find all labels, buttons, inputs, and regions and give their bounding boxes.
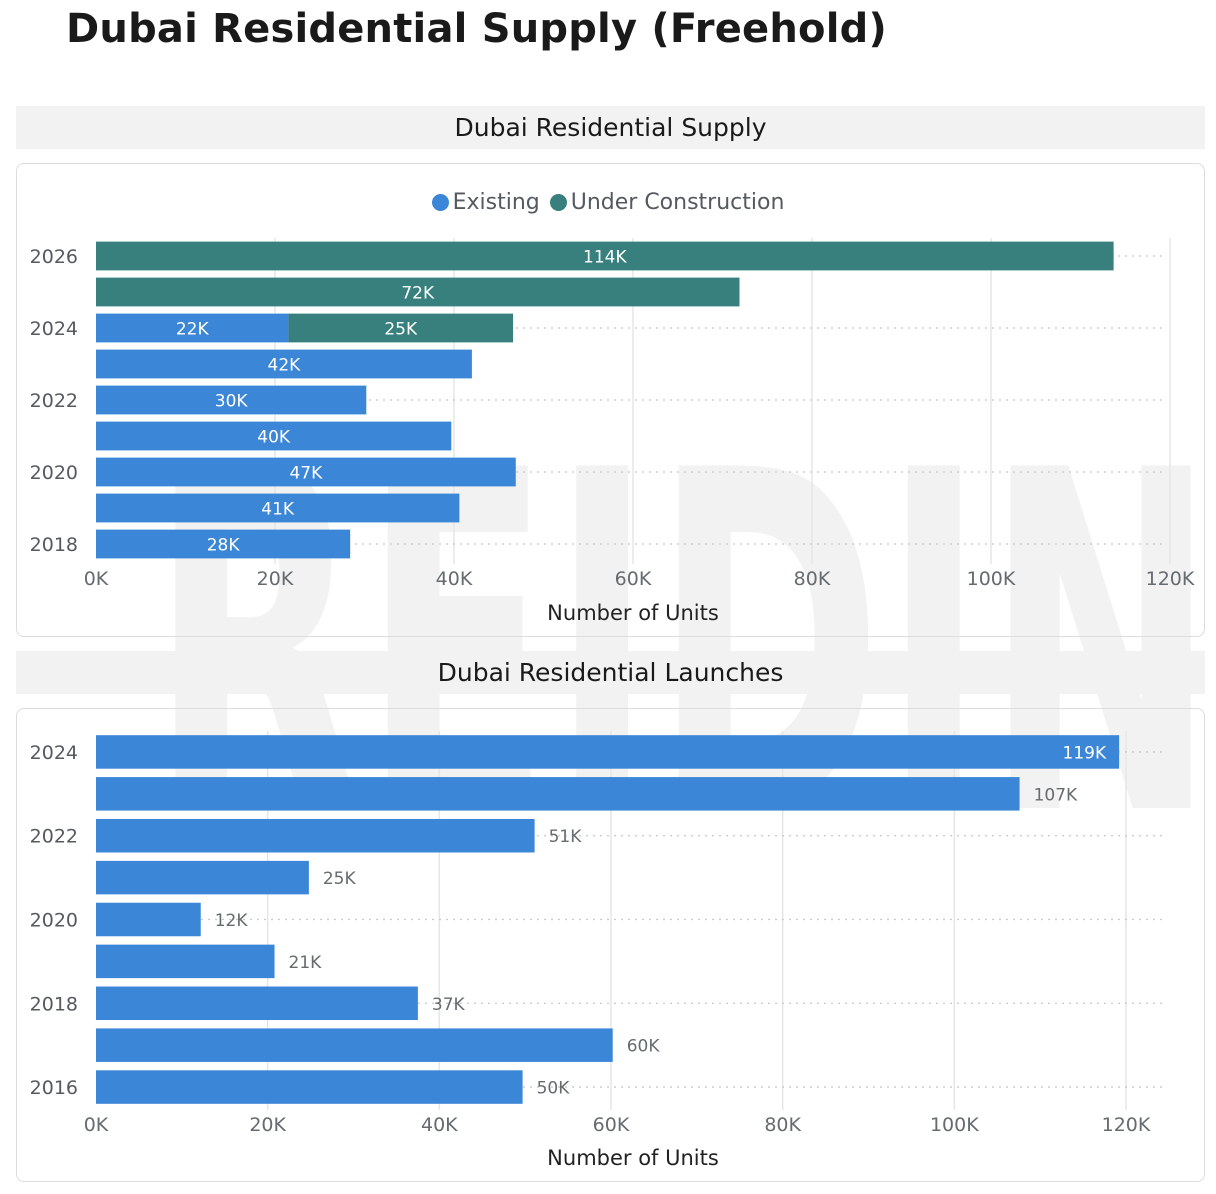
supply-section-header: Dubai Residential Supply	[16, 106, 1205, 149]
launches-section-header: Dubai Residential Launches	[16, 651, 1205, 694]
launches-chart-card	[16, 708, 1205, 1182]
bar-data-label: 25K	[323, 869, 357, 889]
bar-data-label: 37K	[432, 995, 466, 1015]
x-tick-label: 0K	[84, 568, 109, 590]
bar-data-label: 41K	[261, 500, 295, 520]
legend-item-under-construction[interactable]: Under Construction	[549, 190, 785, 215]
y-tick-label: 2020	[30, 462, 78, 484]
x-tick-label: 80K	[794, 568, 831, 590]
bar-data-label: 30K	[215, 392, 249, 412]
x-tick-label: 40K	[421, 1114, 458, 1136]
bar-launches-2020[interactable]	[96, 902, 201, 937]
bar-data-label: 21K	[289, 953, 323, 973]
x-tick-label: 120K	[1146, 568, 1195, 590]
y-tick-label: 2022	[30, 390, 78, 412]
page-title: Dubai Residential Supply (Freehold)	[66, 6, 887, 52]
x-tick-label: 60K	[615, 568, 652, 590]
bar-launches-2019[interactable]	[96, 944, 275, 979]
bar-data-label: 25K	[384, 320, 418, 340]
x-tick-label: 100K	[967, 568, 1016, 590]
supply-chart: 0K 20K 40K 60K 80K 100K 120K 2026 2024 2022 2020 20…	[30, 238, 1195, 625]
legend-under-construction-dot-icon	[549, 194, 567, 211]
bar-launches-2016[interactable]	[96, 1070, 523, 1104]
bar-data-label: 47K	[289, 464, 323, 484]
x-tick-label: 60K	[593, 1114, 630, 1136]
bar-data-label: 40K	[257, 428, 291, 448]
bar-data-label: 60K	[627, 1037, 661, 1057]
bar-data-label: 50K	[537, 1079, 571, 1099]
bar-existing-2021[interactable]	[96, 421, 452, 451]
launches-chart: 0K 20K 40K 60K 80K 100K 120K 2024 2022 2020 2018 20…	[30, 731, 1166, 1170]
bar-existing-2019[interactable]	[96, 493, 460, 523]
bar-existing-2024[interactable]	[96, 313, 289, 343]
x-tick-label: 20K	[249, 1114, 286, 1136]
bar-under-construction-2025[interactable]	[96, 277, 740, 307]
bar-existing-2022[interactable]	[96, 385, 367, 415]
y-tick-label: 2016	[30, 1077, 78, 1099]
x-tick-label: 100K	[930, 1114, 979, 1136]
bar-under-construction-2026[interactable]	[96, 241, 1114, 271]
bar-data-label: 28K	[207, 536, 241, 556]
x-tick-label: 20K	[257, 568, 294, 590]
x-tick-label: 40K	[436, 568, 473, 590]
bar-existing-2023[interactable]	[96, 349, 472, 379]
bar-under-construction-2024[interactable]	[288, 313, 514, 343]
x-tick-label: 120K	[1102, 1114, 1151, 1136]
bar-data-label: 12K	[215, 911, 249, 931]
bar-launches-2023[interactable]	[96, 777, 1020, 811]
x-tick-label: 80K	[764, 1114, 801, 1136]
bar-data-label: 51K	[549, 827, 583, 847]
legend-existing-dot-icon	[431, 194, 449, 211]
bar-data-label: 107K	[1034, 785, 1078, 805]
bar-data-label: 42K	[268, 356, 302, 376]
x-axis-title: Number of Units	[547, 1146, 719, 1170]
legend-under-construction-label: Under Construction	[570, 190, 785, 215]
supply-section-title: Dubai Residential Supply	[454, 113, 767, 142]
supply-legend: Existing Under Construction	[0, 190, 1216, 215]
x-axis-title: Number of Units	[547, 601, 719, 625]
launches-section-title: Dubai Residential Launches	[437, 658, 784, 687]
bar-launches-2021[interactable]	[96, 860, 309, 895]
y-tick-label: 2022	[30, 826, 78, 848]
legend-item-existing[interactable]: Existing	[431, 190, 540, 215]
bar-data-label: 114K	[583, 248, 627, 268]
bar-existing-2020[interactable]	[96, 457, 516, 487]
y-tick-label: 2020	[30, 910, 78, 932]
y-tick-label: 2018	[30, 993, 78, 1015]
supply-chart-card	[16, 163, 1205, 637]
bar-data-label: 22K	[176, 320, 210, 340]
y-tick-label: 2026	[30, 246, 78, 268]
bar-launches-2024[interactable]	[96, 735, 1120, 769]
bar-existing-2018[interactable]	[96, 529, 351, 559]
bar-data-label: 119K	[1063, 743, 1107, 763]
bar-data-label: 72K	[401, 284, 435, 304]
x-tick-label: 0K	[84, 1114, 109, 1136]
legend-existing-label: Existing	[452, 190, 540, 215]
bar-launches-2018[interactable]	[96, 986, 418, 1021]
y-tick-label: 2018	[30, 534, 78, 556]
bar-launches-2017[interactable]	[96, 1028, 613, 1062]
y-tick-label: 2024	[30, 742, 78, 764]
bar-launches-2022[interactable]	[96, 818, 535, 853]
y-tick-label: 2024	[30, 318, 78, 340]
